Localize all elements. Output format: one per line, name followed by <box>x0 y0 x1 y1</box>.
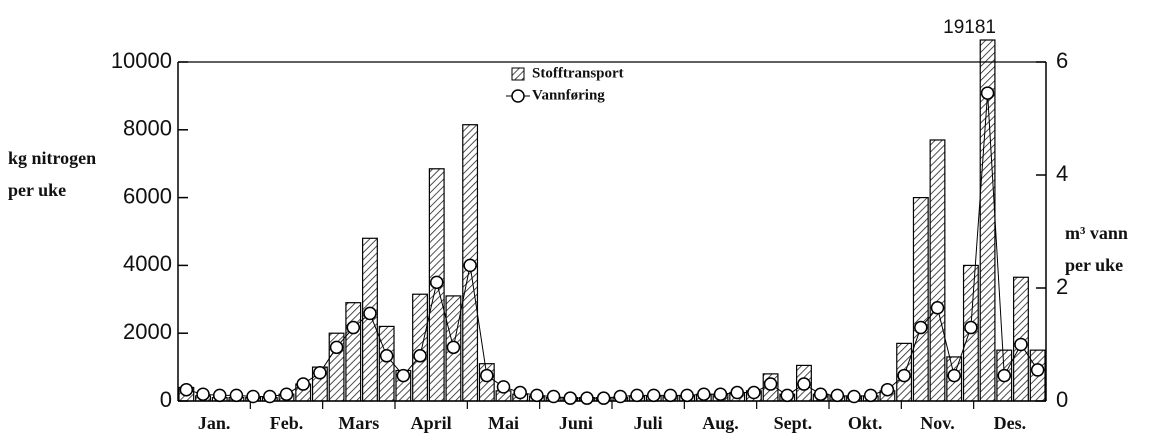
line-marker <box>730 385 744 400</box>
line-marker <box>596 391 611 405</box>
x-tick-label: Feb. <box>270 413 304 433</box>
line-marker <box>446 340 461 355</box>
line-marker <box>530 388 544 403</box>
line-marker <box>830 388 845 403</box>
line-marker <box>1014 337 1028 352</box>
y-axis-label: per uke <box>8 180 66 200</box>
y2-axis-label: m³ vann <box>1065 223 1128 243</box>
line-marker <box>496 380 511 394</box>
line-marker <box>1030 363 1045 377</box>
line-marker <box>697 387 711 401</box>
y2-tick-label: 4 <box>1056 161 1068 186</box>
x-tick-label: Jan. <box>198 413 231 433</box>
y-tick-label: 2000 <box>123 319 172 344</box>
x-tick-label: Mai <box>488 413 519 433</box>
x-tick-label: Sept. <box>774 413 813 433</box>
x-tick-label: Mars <box>338 413 379 433</box>
line-marker <box>613 389 628 404</box>
y-tick-label: 8000 <box>123 116 172 141</box>
line-marker <box>847 389 861 404</box>
bar-annotation: 19181 <box>943 17 996 38</box>
line-marker <box>379 349 394 363</box>
line-marker <box>296 377 310 391</box>
line-marker <box>897 368 911 383</box>
line-marker <box>947 368 961 383</box>
line <box>186 93 1039 399</box>
y2-tick-label: 0 <box>1056 387 1068 412</box>
line-marker <box>997 368 1012 383</box>
line-marker <box>914 320 928 335</box>
y2-axis-label: per uke <box>1065 255 1123 275</box>
x-tick-label: Nov. <box>920 413 955 433</box>
line-marker <box>964 320 978 335</box>
y-tick-label: 0 <box>160 387 172 412</box>
line-marker <box>396 368 411 383</box>
line-marker <box>346 320 361 335</box>
line-marker <box>980 86 995 100</box>
x-tick-label: Des. <box>994 413 1027 433</box>
line-marker <box>196 387 210 401</box>
line-marker <box>580 391 594 405</box>
line-marker <box>880 382 895 397</box>
line-marker <box>930 301 945 315</box>
line-marker <box>763 377 778 391</box>
line-marker <box>646 388 661 403</box>
line-marker <box>513 385 527 400</box>
bar <box>912 197 929 402</box>
line-marker <box>680 388 694 403</box>
legend-label: Stofftransport <box>532 65 624 81</box>
line-marker <box>663 388 678 403</box>
y2-tick-label: 6 <box>1056 48 1068 73</box>
line-marker <box>179 382 194 397</box>
line-marker <box>212 388 227 403</box>
line-marker <box>780 388 795 403</box>
line-marker <box>263 389 277 404</box>
x-tick-label: Aug. <box>702 413 739 433</box>
line-marker <box>480 368 494 383</box>
line-marker <box>413 349 427 363</box>
y-tick-label: 10000 <box>111 48 172 73</box>
line-marker <box>329 340 344 355</box>
line-marker <box>279 387 294 401</box>
line-marker <box>797 377 811 391</box>
line-marker <box>463 258 477 273</box>
line-marker <box>246 389 260 404</box>
bar <box>412 293 428 402</box>
y-tick-label: 6000 <box>123 183 172 208</box>
legend-label: Vannføring <box>532 87 605 103</box>
x-tick-label: Juni <box>559 413 593 433</box>
x-tick-label: Juli <box>634 413 663 433</box>
line-marker <box>813 387 828 401</box>
line-marker <box>429 275 444 290</box>
line-marker <box>747 385 761 400</box>
line-marker <box>546 389 561 404</box>
y-tick-label: 4000 <box>123 251 172 276</box>
line-marker <box>863 388 878 403</box>
line-marker <box>563 391 578 405</box>
line-marker <box>630 388 644 403</box>
y2-tick-label: 2 <box>1056 274 1068 299</box>
legend-marker <box>511 89 525 103</box>
bar <box>929 139 946 402</box>
legend-swatch <box>511 67 525 81</box>
line-marker <box>713 387 728 401</box>
bar <box>378 325 395 402</box>
y-axis-label: kg nitrogen <box>8 148 96 168</box>
bar <box>345 302 362 402</box>
line-marker <box>363 306 377 321</box>
x-tick-label: Okt. <box>848 413 883 433</box>
line-marker <box>313 366 327 380</box>
line-marker <box>229 388 244 403</box>
x-tick-label: April <box>411 413 452 433</box>
